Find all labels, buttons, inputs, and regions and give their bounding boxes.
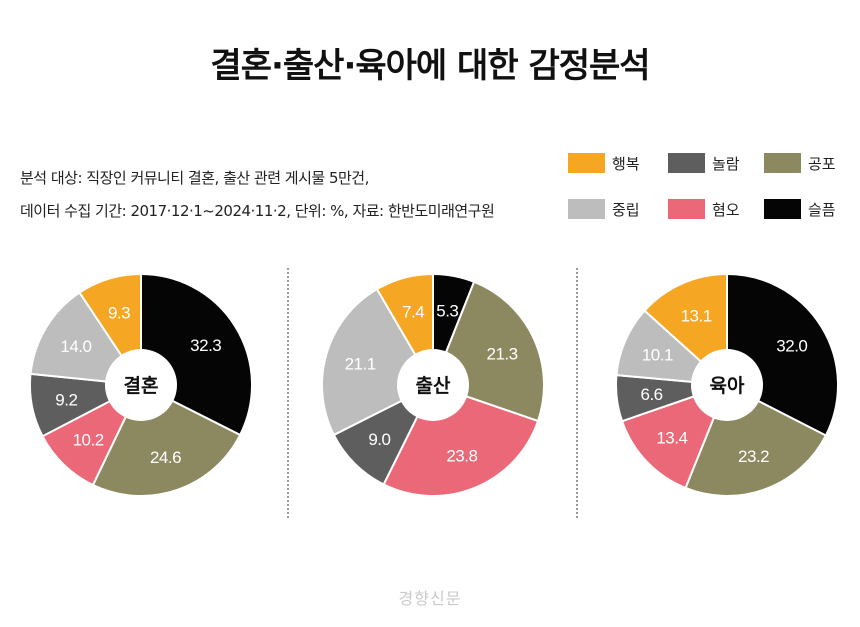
legend-item-sadness: 슬픔 [764, 198, 836, 220]
legend-swatch-neutral [568, 199, 605, 219]
legend-label-sadness: 슬픔 [808, 200, 836, 219]
pie-1-center-label: 결혼 [124, 374, 159, 397]
pie-2-slice-5-label: 21.1 [345, 354, 376, 373]
pie-3-slice-6-label: 13.1 [681, 307, 712, 326]
source-note-line-2: 데이터 수집 기간: 2017·12·1~2024·11·2, 단위: %, 자… [20, 202, 495, 220]
pie-3-slice-2-label: 23.2 [738, 447, 769, 466]
pie-1-slice-5 [29, 291, 144, 387]
pie-3-center-label: 육아 [710, 375, 745, 397]
pie-3-slice-3 [620, 383, 729, 490]
pie-2-slice-4-label: 9.0 [368, 430, 390, 449]
legend-swatch-happiness [568, 153, 605, 173]
pie-2-slice-6-label: 7.4 [402, 303, 424, 322]
pie-2-center-hole [397, 349, 469, 421]
legend-item-fear: 공포 [764, 152, 836, 174]
legend: 행복 놀람 공포 중립 혐오 슬픔 [568, 152, 853, 224]
chart-divider-2 [576, 268, 578, 518]
legend-item-disgust: 혐오 [668, 198, 740, 220]
pie-1-center-hole [105, 349, 177, 421]
legend-item-neutral: 중립 [568, 198, 640, 220]
legend-swatch-surprise [668, 153, 705, 173]
pie-3-slice-1-label: 32.0 [776, 336, 807, 355]
legend-swatch-fear [764, 153, 801, 173]
chart-divider-1 [287, 268, 289, 518]
pie-1-slice-3-label: 10.2 [73, 431, 104, 450]
source-note-line-1: 분석 대상: 직장인 커뮤니티 결혼, 출산 관련 게시물 5만건, [20, 169, 369, 187]
pie-2-center-label: 출산 [416, 375, 451, 397]
pie-2-slice-1-label: 5.3 [436, 301, 458, 320]
pie-3-center-hole [691, 349, 763, 421]
legend-label-happiness: 행복 [612, 154, 640, 173]
pie-1-slice-2-label: 24.6 [150, 448, 181, 467]
pie-1-slice-5-label: 14.0 [60, 337, 91, 356]
legend-swatch-sadness [764, 199, 801, 219]
pie-3-slice-5-label: 10.1 [642, 346, 673, 365]
pie-2-slice-2-label: 21.3 [487, 344, 518, 363]
legend-label-disgust: 혐오 [712, 200, 740, 219]
pie-3-slice-4-label: 6.6 [640, 385, 662, 404]
legend-item-happiness: 행복 [568, 152, 640, 174]
legend-label-surprise: 놀람 [712, 154, 740, 173]
publisher-watermark: 경향신문 [398, 589, 462, 608]
legend-label-fear: 공포 [808, 154, 836, 173]
pie-3-slice-3-label: 13.4 [656, 428, 687, 447]
legend-swatch-disgust [668, 199, 705, 219]
pie-2-slice-3-label: 23.8 [446, 446, 477, 465]
pie-1-slice-4-label: 9.2 [55, 390, 77, 409]
pie-1-slice-6-label: 9.3 [108, 303, 130, 322]
pie-1-slice-1-label: 32.3 [190, 336, 221, 355]
legend-label-neutral: 중립 [612, 200, 640, 219]
legend-item-surprise: 놀람 [668, 152, 740, 174]
chart-title: 결혼·출산·육아에 대한 감정분석 [210, 46, 650, 86]
